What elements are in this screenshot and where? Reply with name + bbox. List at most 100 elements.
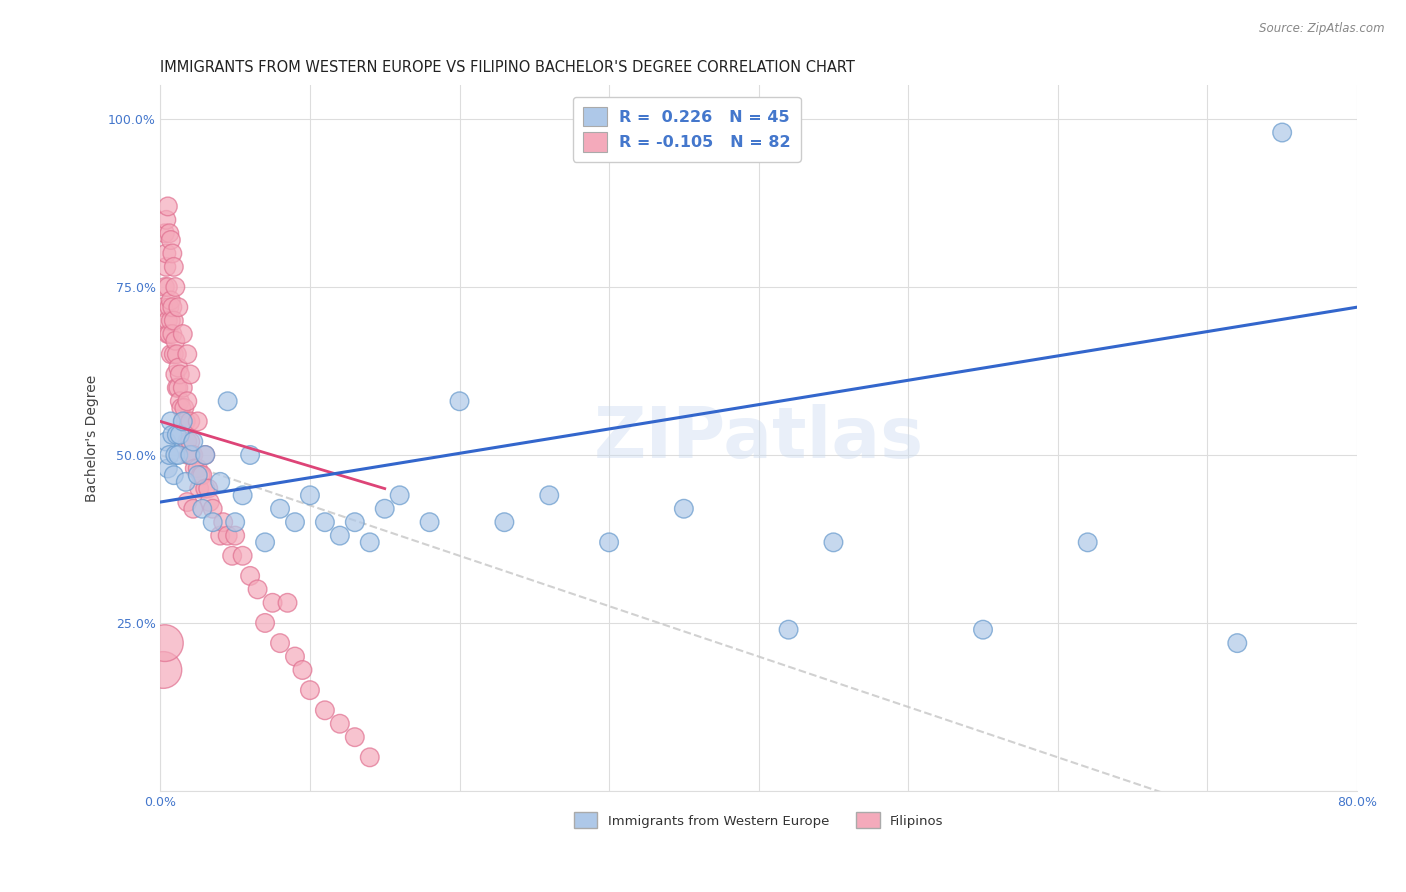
Point — [172, 327, 194, 342]
Point — [1077, 535, 1099, 549]
Point — [156, 461, 179, 475]
Point — [172, 414, 194, 428]
Point — [155, 212, 177, 227]
Point — [221, 549, 243, 563]
Point — [166, 427, 188, 442]
Point — [157, 227, 180, 241]
Point — [176, 495, 198, 509]
Point — [184, 461, 207, 475]
Point — [239, 448, 262, 462]
Point — [343, 515, 366, 529]
Point — [166, 381, 188, 395]
Point — [314, 515, 336, 529]
Point — [172, 414, 194, 428]
Point — [269, 636, 291, 650]
Point — [598, 535, 620, 549]
Point — [224, 515, 246, 529]
Point — [172, 381, 194, 395]
Point — [180, 448, 202, 462]
Point — [163, 468, 186, 483]
Point — [329, 528, 352, 542]
Point — [167, 448, 190, 462]
Point — [359, 750, 381, 764]
Point — [187, 468, 209, 483]
Point — [169, 368, 191, 382]
Point — [232, 488, 254, 502]
Point — [179, 448, 201, 462]
Point — [823, 535, 845, 549]
Point — [169, 394, 191, 409]
Point — [672, 501, 695, 516]
Point — [419, 515, 441, 529]
Point — [167, 300, 190, 314]
Point — [169, 427, 191, 442]
Point — [209, 475, 232, 489]
Point — [239, 569, 262, 583]
Point — [173, 401, 195, 415]
Point — [494, 515, 516, 529]
Point — [191, 468, 214, 483]
Point — [163, 347, 186, 361]
Point — [157, 327, 180, 342]
Point — [254, 535, 277, 549]
Point — [1271, 126, 1294, 140]
Point — [152, 300, 174, 314]
Point — [174, 414, 197, 428]
Point — [343, 730, 366, 744]
Text: ZIPatlas: ZIPatlas — [593, 404, 924, 473]
Point — [209, 528, 232, 542]
Point — [262, 596, 284, 610]
Point — [298, 488, 321, 502]
Point — [188, 482, 211, 496]
Point — [176, 394, 198, 409]
Point — [167, 381, 190, 395]
Point — [374, 501, 396, 516]
Point — [166, 347, 188, 361]
Point — [160, 313, 183, 327]
Point — [167, 360, 190, 375]
Point — [156, 313, 179, 327]
Point — [359, 535, 381, 549]
Point — [194, 448, 217, 462]
Point — [165, 368, 187, 382]
Point — [156, 280, 179, 294]
Point — [160, 414, 183, 428]
Point — [291, 663, 314, 677]
Point — [191, 501, 214, 516]
Point — [181, 501, 204, 516]
Point — [224, 528, 246, 542]
Point — [212, 515, 235, 529]
Point — [156, 199, 179, 213]
Legend: Immigrants from Western Europe, Filipinos: Immigrants from Western Europe, Filipino… — [568, 807, 949, 834]
Point — [232, 549, 254, 563]
Point — [194, 448, 217, 462]
Point — [254, 615, 277, 630]
Point — [165, 334, 187, 348]
Point — [176, 434, 198, 449]
Point — [276, 596, 298, 610]
Point — [156, 327, 179, 342]
Point — [153, 636, 176, 650]
Point — [160, 233, 183, 247]
Point — [201, 515, 224, 529]
Point — [155, 260, 177, 274]
Point — [162, 427, 184, 442]
Y-axis label: Bachelor's Degree: Bachelor's Degree — [86, 375, 100, 502]
Point — [194, 482, 217, 496]
Point — [198, 495, 221, 509]
Point — [155, 434, 177, 449]
Point — [179, 434, 201, 449]
Point — [217, 528, 239, 542]
Point — [157, 300, 180, 314]
Point — [157, 448, 180, 462]
Point — [538, 488, 561, 502]
Point — [179, 368, 201, 382]
Point — [174, 475, 197, 489]
Point — [190, 468, 212, 483]
Point — [160, 347, 183, 361]
Point — [197, 482, 219, 496]
Point — [388, 488, 411, 502]
Point — [181, 448, 204, 462]
Point — [246, 582, 269, 597]
Point — [155, 246, 177, 260]
